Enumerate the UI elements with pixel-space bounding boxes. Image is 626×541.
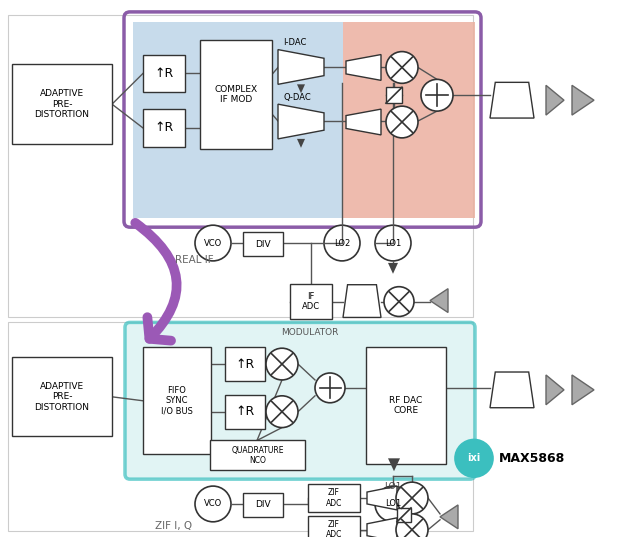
FancyBboxPatch shape xyxy=(125,322,475,479)
Bar xyxy=(143,347,211,454)
Text: ZIF
ADC: ZIF ADC xyxy=(326,489,342,507)
Bar xyxy=(8,322,473,531)
Circle shape xyxy=(421,80,453,111)
Text: MODULATOR: MODULATOR xyxy=(281,328,339,337)
Bar xyxy=(12,64,112,144)
Text: ADAPTIVE
PRE-
DISTORTION: ADAPTIVE PRE- DISTORTION xyxy=(34,89,90,119)
Polygon shape xyxy=(572,85,594,115)
Polygon shape xyxy=(278,104,324,139)
Text: ↑R: ↑R xyxy=(155,67,173,80)
Circle shape xyxy=(384,287,414,316)
Text: ZIF
ADC: ZIF ADC xyxy=(326,520,342,539)
Circle shape xyxy=(195,225,231,261)
Circle shape xyxy=(455,439,493,477)
Polygon shape xyxy=(440,505,458,529)
Bar xyxy=(397,508,411,522)
Polygon shape xyxy=(572,375,594,405)
Text: Q-DAC: Q-DAC xyxy=(283,93,310,102)
Circle shape xyxy=(315,373,345,403)
Bar xyxy=(343,22,475,218)
Bar xyxy=(386,87,402,103)
Polygon shape xyxy=(346,109,381,135)
Circle shape xyxy=(375,486,411,522)
Text: QUADRATURE
NCO: QUADRATURE NCO xyxy=(231,446,284,465)
Circle shape xyxy=(386,106,418,138)
Circle shape xyxy=(266,348,298,380)
Text: VCO: VCO xyxy=(204,239,222,248)
Polygon shape xyxy=(546,85,564,115)
Text: FIFO
SYNC
I/O BUS: FIFO SYNC I/O BUS xyxy=(161,386,193,415)
Text: LO1: LO1 xyxy=(384,481,402,491)
Bar xyxy=(143,55,185,93)
Text: ZIF I, Q: ZIF I, Q xyxy=(155,521,192,531)
Text: MAX5868: MAX5868 xyxy=(499,452,565,465)
Text: I-DAC: I-DAC xyxy=(283,38,306,47)
Text: ↑R: ↑R xyxy=(235,358,255,371)
Text: VCO: VCO xyxy=(204,499,222,509)
Text: ↑R: ↑R xyxy=(235,405,255,418)
Bar xyxy=(290,283,332,319)
Bar xyxy=(225,347,265,381)
Text: COMPLEX
IF MOD: COMPLEX IF MOD xyxy=(215,84,257,104)
Text: ADAPTIVE
PRE-
DISTORTION: ADAPTIVE PRE- DISTORTION xyxy=(34,382,90,412)
Circle shape xyxy=(375,225,411,261)
Polygon shape xyxy=(343,285,381,318)
Polygon shape xyxy=(388,263,398,274)
Bar xyxy=(308,516,360,541)
Polygon shape xyxy=(367,486,397,510)
Polygon shape xyxy=(278,50,324,84)
Text: ixi: ixi xyxy=(468,453,481,463)
Polygon shape xyxy=(346,55,381,81)
Circle shape xyxy=(324,225,360,261)
Text: LO2: LO2 xyxy=(334,239,350,248)
Bar xyxy=(225,395,265,428)
Bar xyxy=(210,440,305,470)
Text: IF
ADC: IF ADC xyxy=(302,292,320,311)
Bar xyxy=(366,347,446,464)
Polygon shape xyxy=(490,372,534,408)
Bar xyxy=(308,484,360,512)
Polygon shape xyxy=(430,289,448,313)
Polygon shape xyxy=(297,139,305,148)
Bar xyxy=(243,493,283,517)
Bar xyxy=(12,357,112,437)
Text: DIV: DIV xyxy=(255,500,271,510)
Polygon shape xyxy=(367,518,397,541)
Bar xyxy=(133,22,343,218)
Bar xyxy=(243,232,283,256)
Text: RF DAC
CORE: RF DAC CORE xyxy=(389,396,423,415)
Text: ↑R: ↑R xyxy=(155,122,173,135)
Bar xyxy=(8,15,473,318)
Text: LO1: LO1 xyxy=(385,499,401,509)
Circle shape xyxy=(396,514,428,541)
Polygon shape xyxy=(297,84,305,93)
FancyArrowPatch shape xyxy=(135,223,177,341)
Circle shape xyxy=(396,482,428,514)
Bar xyxy=(143,109,185,147)
Text: REAL IF: REAL IF xyxy=(175,255,213,265)
Text: DIV: DIV xyxy=(255,240,271,248)
Circle shape xyxy=(266,396,298,427)
Text: LO1: LO1 xyxy=(385,239,401,248)
Polygon shape xyxy=(546,375,564,405)
Polygon shape xyxy=(388,458,400,471)
Bar xyxy=(200,39,272,149)
Circle shape xyxy=(195,486,231,522)
Circle shape xyxy=(386,51,418,83)
Polygon shape xyxy=(490,82,534,118)
